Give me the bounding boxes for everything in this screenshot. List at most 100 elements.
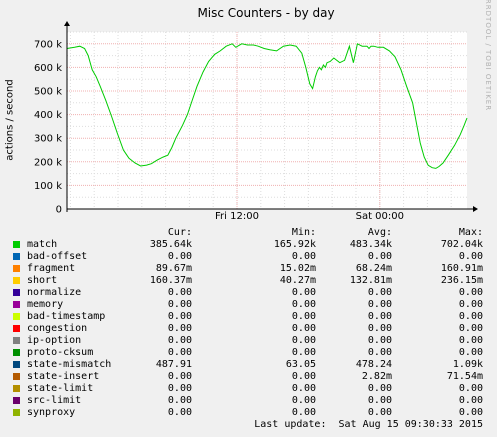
y-tick-label: 300 k <box>34 134 62 145</box>
legend-header-cur: Cur: <box>167 227 192 238</box>
legend-swatch <box>13 241 20 248</box>
legend-cur: 0.00 <box>167 299 192 310</box>
legend-swatch <box>13 385 20 392</box>
legend-name: bad-timestamp <box>27 311 106 322</box>
legend-row: state-limit 0.00 0.00 0.00 0.00 <box>0 383 497 395</box>
legend-avg: 2.82m <box>361 371 392 382</box>
x-axis-arrow <box>473 206 478 212</box>
legend-avg: 0.00 <box>367 407 392 418</box>
plot-area: 0 100 k 200 k 300 k 400 k 500 k 600 k 700 k Fri … <box>34 21 478 222</box>
legend-max: 0.00 <box>458 383 483 394</box>
legend-cur: 0.00 <box>167 383 192 394</box>
legend-name: src-limit <box>27 395 82 406</box>
legend-name: fragment <box>27 263 76 274</box>
chart-title: Misc Counters - by day <box>197 6 335 20</box>
legend-avg: 0.00 <box>367 311 392 322</box>
legend-min: 0.00 <box>291 299 316 310</box>
legend-cur: 0.00 <box>167 287 192 298</box>
last-update: Last update: Sat Aug 15 09:30:33 2015 <box>254 419 483 430</box>
legend-max: 0.00 <box>458 299 483 310</box>
x-tick-label: Sat 00:00 <box>356 211 404 222</box>
legend-cur: 0.00 <box>167 251 192 262</box>
legend-max: 0.00 <box>458 323 483 334</box>
legend-min: 0.00 <box>291 251 316 262</box>
legend-avg: 0.00 <box>367 251 392 262</box>
legend-swatch <box>13 289 20 296</box>
legend-row: normalize 0.00 0.00 0.00 0.00 <box>0 287 497 299</box>
legend-name: proto-cksum <box>27 347 94 358</box>
legend-row: fragment 89.67m 15.02m 68.24m 160.91m <box>0 263 497 275</box>
legend-name: match <box>27 239 58 250</box>
legend-avg: 0.00 <box>367 287 392 298</box>
legend-header: Cur: Min: Avg: Max: <box>0 227 497 239</box>
legend-cur: 0.00 <box>167 407 192 418</box>
y-tick-label: 0 <box>56 205 62 216</box>
legend-min: 0.00 <box>291 335 316 346</box>
legend-cur: 0.00 <box>167 371 192 382</box>
legend-min: 15.02m <box>279 263 316 274</box>
legend-swatch <box>13 253 20 260</box>
legend-name: synproxy <box>27 407 76 418</box>
legend-name: state-limit <box>27 383 94 394</box>
legend-max: 0.00 <box>458 395 483 406</box>
legend-row: state-insert 0.00 0.00 2.82m 71.54m <box>0 371 497 383</box>
legend-row: state-mismatch 487.91 63.05 478.24 1.09k <box>0 359 497 371</box>
legend-max: 71.54m <box>446 371 483 382</box>
legend-cur: 0.00 <box>167 311 192 322</box>
legend-min: 63.05 <box>285 359 316 370</box>
legend-swatch <box>13 277 20 284</box>
legend-max: 0.00 <box>458 311 483 322</box>
legend-row: synproxy 0.00 0.00 0.00 0.00 <box>0 407 497 419</box>
legend-cur: 0.00 <box>167 335 192 346</box>
y-tick-label: 200 k <box>34 157 62 168</box>
legend-swatch <box>13 409 20 416</box>
legend-min: 0.00 <box>291 347 316 358</box>
y-tick-label: 700 k <box>34 39 62 50</box>
legend-cur: 89.67m <box>155 263 192 274</box>
legend-row: congestion 0.00 0.00 0.00 0.00 <box>0 323 497 335</box>
legend-min: 0.00 <box>291 395 316 406</box>
legend-header-avg: Avg: <box>367 227 392 238</box>
y-tick-label: 400 k <box>34 110 62 121</box>
legend-min: 0.00 <box>291 371 316 382</box>
legend-row: ip-option 0.00 0.00 0.00 0.00 <box>0 335 497 347</box>
legend-min: 0.00 <box>291 323 316 334</box>
legend-avg: 68.24m <box>355 263 392 274</box>
legend-name: memory <box>27 299 64 310</box>
legend-max: 0.00 <box>458 347 483 358</box>
legend-max: 0.00 <box>458 335 483 346</box>
legend-name: bad-offset <box>27 251 88 262</box>
legend-header-min: Min: <box>291 227 316 238</box>
legend-min: 40.27m <box>279 275 316 286</box>
legend-avg: 0.00 <box>367 347 392 358</box>
legend-row: src-limit 0.00 0.00 0.00 0.00 <box>0 395 497 407</box>
x-tick-label: Fri 12:00 <box>215 211 259 222</box>
legend-max: 236.15m <box>440 275 483 286</box>
legend-min: 0.00 <box>291 287 316 298</box>
legend-max: 0.00 <box>458 251 483 262</box>
legend-max: 702.04k <box>440 239 483 250</box>
legend-row: short 160.37m 40.27m 132.81m 236.15m <box>0 275 497 287</box>
legend-min: 0.00 <box>291 407 316 418</box>
legend-avg: 0.00 <box>367 395 392 406</box>
legend-swatch <box>13 301 20 308</box>
legend-min: 0.00 <box>291 311 316 322</box>
legend-cur: 0.00 <box>167 323 192 334</box>
plot-canvas <box>67 32 467 209</box>
legend-cur: 160.37m <box>149 275 192 286</box>
legend-cur: 487.91 <box>155 359 192 370</box>
legend-avg: 132.81m <box>349 275 392 286</box>
legend-name: congestion <box>27 323 88 334</box>
legend-swatch <box>13 349 20 356</box>
legend-swatch <box>13 325 20 332</box>
series-line-match <box>66 43 468 169</box>
legend-cur: 0.00 <box>167 347 192 358</box>
y-tick-label: 600 k <box>34 63 62 74</box>
legend-swatch <box>13 313 20 320</box>
legend-avg: 0.00 <box>367 323 392 334</box>
legend-name: state-insert <box>27 371 100 382</box>
legend-min: 0.00 <box>291 383 316 394</box>
legend-name: normalize <box>27 287 82 298</box>
legend-avg: 0.00 <box>367 299 392 310</box>
